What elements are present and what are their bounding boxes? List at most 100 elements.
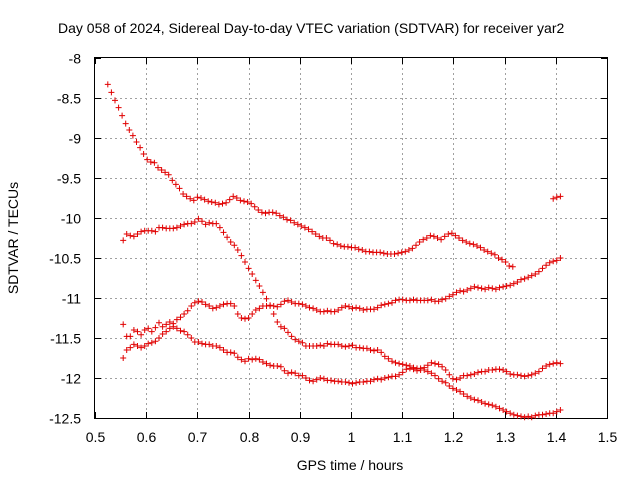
data-point [406, 297, 413, 304]
data-point [424, 362, 431, 369]
data-point [148, 227, 155, 234]
data-point [288, 333, 295, 340]
data-point [233, 195, 240, 201]
data-point [535, 368, 542, 375]
data-point [331, 308, 338, 315]
data-point [381, 375, 388, 381]
data-point [449, 375, 456, 382]
data-point [263, 295, 270, 302]
data-point [327, 237, 333, 244]
data-point [242, 315, 248, 322]
data-point [119, 112, 126, 119]
data-point [446, 371, 453, 378]
data-point [285, 329, 291, 336]
data-point [237, 197, 244, 204]
data-point [127, 333, 134, 340]
data-point [500, 407, 507, 413]
data-point [270, 303, 277, 309]
data-point [310, 378, 317, 385]
data-point [208, 199, 215, 205]
data-point [349, 305, 356, 312]
data-point [173, 325, 180, 332]
data-point [503, 368, 510, 375]
data-point [396, 360, 403, 367]
data-point [500, 283, 507, 290]
data-point [249, 271, 256, 277]
data-point [518, 276, 524, 283]
data-point [263, 360, 270, 367]
data-point [346, 303, 352, 310]
y-tick-label: -12.5 [49, 411, 81, 427]
data-point [489, 367, 496, 373]
data-point [503, 283, 510, 289]
data-point [539, 411, 546, 418]
data-point [338, 343, 345, 349]
data-point [470, 241, 477, 248]
data-point [220, 301, 227, 308]
data-point [521, 414, 528, 421]
data-point [176, 185, 183, 192]
y-tick-label: -8 [69, 51, 82, 67]
data-point [184, 331, 191, 338]
data-point [557, 255, 564, 261]
data-point [317, 342, 324, 349]
data-point [172, 181, 179, 188]
data-point [546, 259, 553, 266]
data-point [199, 340, 205, 347]
chart-title: Day 058 of 2024, Sidereal Day-to-day VTE… [58, 20, 564, 36]
data-point [133, 139, 140, 145]
data-point [557, 407, 564, 413]
data-point [475, 284, 481, 291]
data-point [539, 265, 546, 272]
data-point [435, 375, 442, 382]
data-point [439, 363, 446, 370]
data-point [198, 195, 204, 201]
data-point [424, 297, 431, 304]
data-point [371, 347, 377, 354]
data-point [432, 372, 438, 379]
data-point [234, 311, 241, 317]
data-point [274, 303, 281, 310]
data-point [435, 361, 442, 368]
data-point [284, 216, 290, 223]
y-axis-label: SDTVAR / TECUs [5, 182, 21, 294]
data-point [413, 242, 419, 249]
data-point [485, 401, 492, 408]
data-point [249, 356, 256, 363]
data-point [532, 370, 539, 377]
data-point [298, 223, 305, 229]
data-point [482, 400, 489, 407]
data-point [457, 388, 464, 395]
data-point [371, 306, 377, 313]
data-point [285, 370, 291, 377]
data-point [122, 120, 129, 127]
data-point [448, 230, 455, 237]
data-point [159, 224, 166, 231]
data-point [507, 282, 514, 289]
x-tick-label: 0.6 [137, 429, 157, 445]
data-point [242, 259, 248, 265]
data-point [147, 159, 154, 165]
data-point [166, 319, 173, 325]
data-point [259, 359, 266, 365]
data-point [123, 231, 130, 237]
data-point [500, 367, 507, 373]
data-point [202, 221, 209, 228]
data-point [213, 220, 220, 227]
data-point [335, 307, 342, 313]
data-point [342, 379, 349, 385]
data-point [435, 298, 442, 305]
data-point [405, 247, 412, 253]
data-point [238, 315, 245, 321]
data-point [363, 345, 370, 352]
data-point [423, 235, 430, 241]
data-point [557, 360, 564, 367]
data-point [213, 304, 220, 311]
data-point [459, 237, 466, 244]
data-point [518, 413, 524, 420]
data-point [104, 81, 111, 88]
data-point [452, 232, 459, 239]
data-point [302, 375, 309, 381]
data-point [439, 296, 446, 303]
data-point [399, 361, 406, 368]
